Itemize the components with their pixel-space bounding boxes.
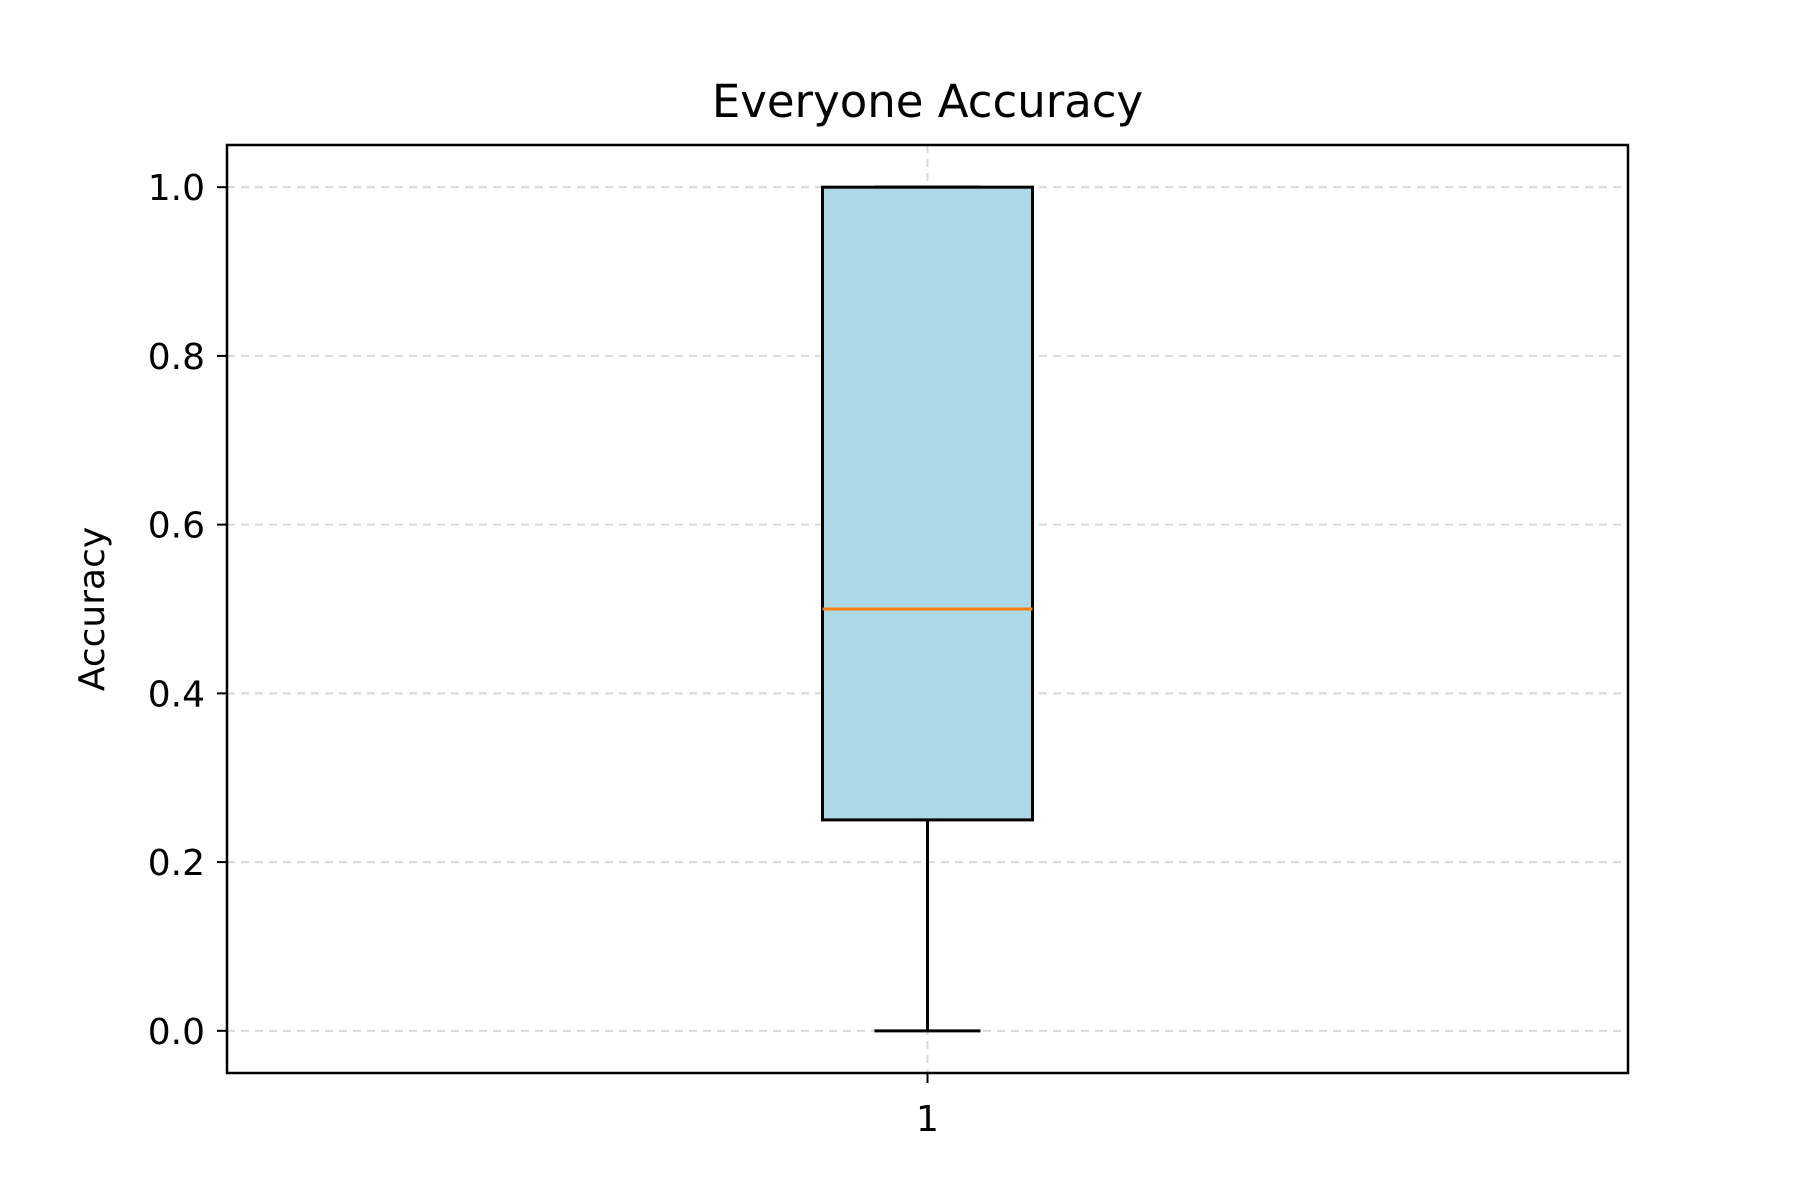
axis-ticks: 0.0 0.2 0.4 0.6 0.8 1.0 1 [148, 168, 939, 1140]
y-tick-label: 0.4 [148, 674, 205, 715]
y-tick-label: 1.0 [148, 168, 205, 209]
box-plot [821, 185, 1034, 1033]
y-axis-label: Accuracy [72, 527, 113, 691]
y-tick-label: 0.8 [148, 337, 205, 378]
y-tick-label: 0.6 [148, 506, 205, 547]
interquartile-box [821, 185, 1034, 822]
chart-title: Everyone Accuracy [712, 75, 1143, 128]
y-tick-label: 0.0 [148, 1012, 205, 1053]
y-tick-label: 0.2 [148, 843, 205, 884]
x-tick-label: 1 [916, 1099, 939, 1140]
